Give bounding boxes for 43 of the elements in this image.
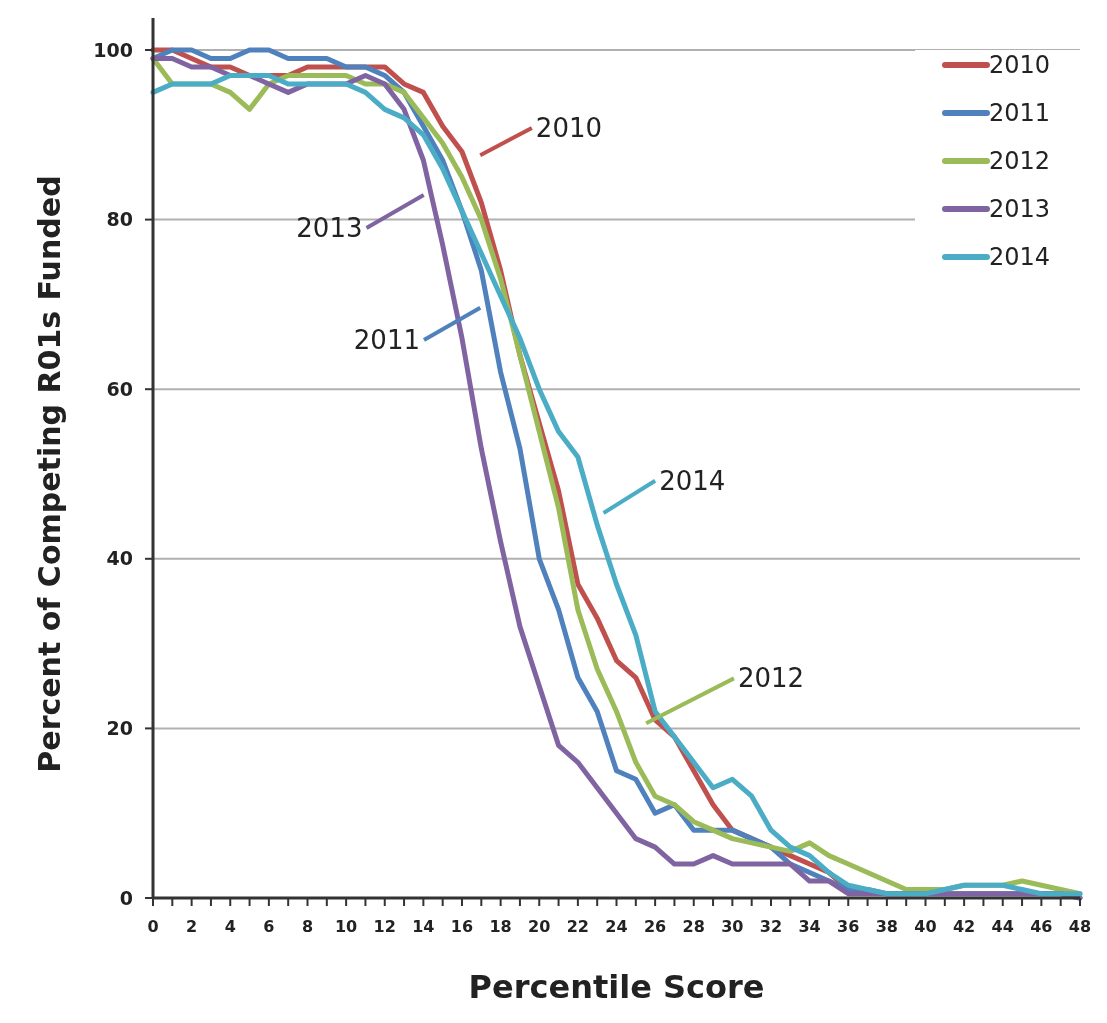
x-tick-label: 28 — [682, 917, 705, 936]
legend-label: 2013 — [989, 195, 1051, 224]
annotation: 2012 — [737, 663, 805, 694]
x-tick-label: 32 — [759, 917, 783, 936]
legend-label: 2010 — [535, 113, 603, 144]
legend-label: 2012 — [989, 147, 1051, 176]
x-tick-label: 38 — [875, 917, 899, 936]
x-tick-label: 6 — [263, 917, 275, 936]
annotation: 2013 — [296, 213, 363, 244]
x-tick-label: 12 — [373, 917, 396, 936]
x-tick-label: 24 — [605, 917, 628, 936]
x-tick-label: 8 — [301, 917, 314, 936]
y-tick-label: 0 — [119, 886, 133, 909]
x-tick-label: 16 — [450, 917, 474, 936]
x-tick-label: 46 — [1030, 917, 1053, 936]
legend-label: 2011 — [989, 99, 1051, 128]
x-tick-label: 44 — [991, 917, 1014, 936]
x-tick-label: 26 — [643, 917, 667, 936]
x-axis-title: Percentile Score — [468, 968, 765, 1006]
x-tick-label: 48 — [1068, 917, 1092, 936]
y-tick-label: 80 — [106, 208, 133, 231]
legend-label: 2014 — [659, 465, 726, 496]
annotation: 2011 — [353, 325, 420, 356]
y-tick-label: 20 — [106, 717, 133, 740]
y-tick-label: 60 — [106, 377, 133, 400]
y-axis-title: Percent of Competing R01s Funded — [32, 175, 67, 773]
x-tick-label: 20 — [528, 917, 551, 936]
x-tick-label: 30 — [721, 917, 744, 936]
x-tick-label: 4 — [224, 917, 236, 936]
x-tick-label: 40 — [914, 917, 937, 936]
x-tick-label: 10 — [334, 917, 358, 936]
x-tick-label: 36 — [837, 917, 860, 936]
y-tick-label: 40 — [106, 547, 133, 570]
x-tick-label: 22 — [566, 917, 590, 936]
x-tick-label: 2 — [186, 917, 198, 936]
annotation: 2010 — [989, 51, 1051, 80]
x-tick-label: 34 — [798, 917, 821, 936]
annotation: 2014 — [989, 243, 1051, 272]
y-tick-label: 100 — [93, 38, 133, 61]
x-tick-label: 18 — [489, 917, 512, 936]
x-tick-label: 14 — [412, 917, 435, 936]
x-tick-label: 0 — [147, 917, 159, 936]
x-tick-label: 42 — [952, 917, 976, 936]
